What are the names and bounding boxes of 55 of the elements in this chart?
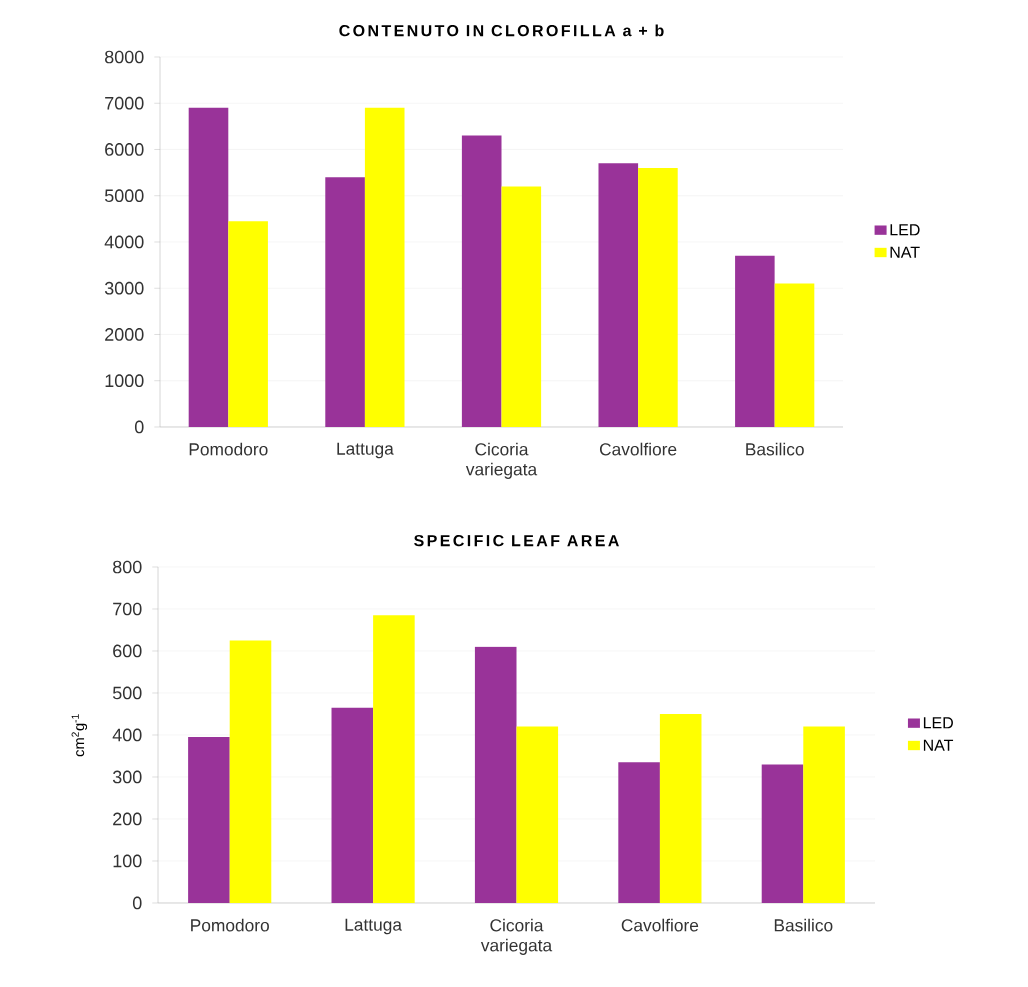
y-tick-label: 300 <box>112 770 142 784</box>
x-tick-label: Cicoria variegata <box>465 442 538 479</box>
bar <box>761 764 804 903</box>
bar <box>325 177 365 427</box>
y-tick-label: 7000 <box>105 96 144 110</box>
y-tick-label: 2000 <box>105 328 144 341</box>
y-tick-label: 0 <box>134 420 144 434</box>
bar <box>188 737 230 903</box>
bar <box>474 646 517 903</box>
chart-title: SPECIFIC LEAF AREA <box>414 534 619 547</box>
x-tick-label: Lattuga <box>345 918 403 935</box>
y-tick-label: 0 <box>132 896 142 910</box>
legend-label: LED <box>923 717 953 729</box>
y-tick-label: 3000 <box>104 281 144 295</box>
bar <box>501 186 542 427</box>
y-tick-label: 6000 <box>105 143 144 156</box>
bar <box>774 283 815 427</box>
bar <box>735 255 775 427</box>
legend-label: NAT <box>923 739 954 751</box>
bar <box>516 726 559 903</box>
y-tick-label: 200 <box>113 812 142 826</box>
bar <box>229 640 272 903</box>
y-tick-label: 400 <box>112 728 142 742</box>
x-tick-label: Basilico <box>746 442 804 456</box>
x-tick-label: Basilico <box>774 918 833 932</box>
y-tick-label: 500 <box>112 686 142 700</box>
legend-label: NAT <box>890 246 920 258</box>
y-tick-label: 800 <box>113 560 142 574</box>
y-tick-label: 700 <box>113 602 142 616</box>
x-tick-label: Lattuga <box>337 442 394 459</box>
x-tick-label: Cicoria variegata <box>480 918 553 955</box>
bar <box>461 135 502 427</box>
bar <box>373 615 415 903</box>
bar <box>228 221 268 427</box>
x-tick-label: Cavolfiore <box>621 918 699 932</box>
x-tick-label: Cavolfiore <box>599 442 677 456</box>
bar <box>659 713 702 903</box>
bar <box>331 707 374 903</box>
legend-label: LED <box>890 224 920 236</box>
y-tick-label: 4000 <box>104 235 144 249</box>
bar <box>803 726 845 903</box>
y-tick-label: 100 <box>113 854 142 868</box>
bar <box>618 762 660 903</box>
x-tick-label: Pomodoro <box>191 918 269 932</box>
bar <box>188 107 229 427</box>
y-tick-label: 8000 <box>105 50 144 64</box>
bar <box>598 163 639 427</box>
bar <box>638 167 678 427</box>
y-axis-title: cm$^{2}$g$^{-1}$ <box>71 714 88 757</box>
y-tick-label: 1000 <box>105 374 144 388</box>
bar <box>364 107 405 427</box>
x-tick-label: Pomodoro <box>189 442 268 456</box>
y-tick-label: 5000 <box>104 189 144 203</box>
chart-title: CONTENUTO IN CLOROFILLA a + b <box>339 24 664 37</box>
y-tick-label: 600 <box>113 644 142 658</box>
